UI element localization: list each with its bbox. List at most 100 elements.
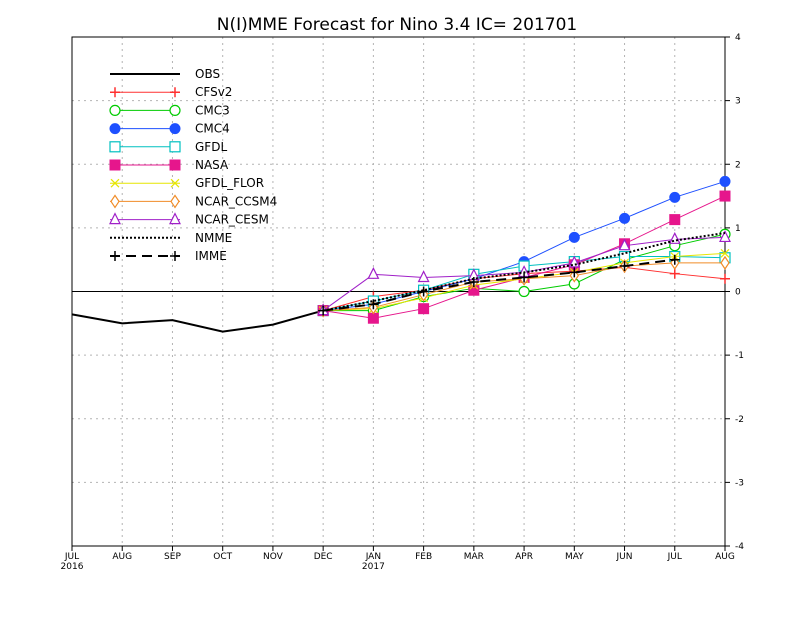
y-tick-label: 3 [735,97,741,107]
imme-point [318,305,329,316]
x-tick-label: JUL [64,552,79,562]
ncar-cesm-point [618,238,631,251]
x-tick-label: DEC [314,552,333,562]
legend-label: IMME [195,249,227,263]
x-tick-label: SEP [164,552,181,562]
legend: OBS CFSv2 CMC3 CMC4 GFDL NASA GFDL_FLOR NCAR_CC… [109,67,277,263]
chart-title: N(I)MME Forecast for Nino 3.4 IC= 201701 [217,15,577,35]
ncar-cesm-point [668,231,681,244]
series-imme [318,254,680,316]
legend-cmc4-point [169,123,181,135]
y-tick-label: -1 [735,351,744,361]
y-tick-label: -4 [735,542,744,552]
legend-gfdl-flor-point [110,178,120,188]
legend-item-gfdl: GFDL [109,140,227,154]
legend-item-nasa: NASA [109,158,229,172]
y-tick-label: 4 [735,33,741,43]
legend-label: OBS [195,67,220,81]
x-tick-label: AUG [112,552,132,562]
legend-label: CMC3 [195,103,230,117]
imme-point [619,261,630,272]
ncar-cesm-point [719,230,731,243]
cfsv2-point [720,273,730,284]
legend-label: NMME [195,231,232,245]
legend-label: CMC4 [195,122,230,136]
legend-label: GFDL [195,140,227,154]
legend-cmc3-point [109,104,121,117]
legend-ncar-ccsm4-point [110,194,120,209]
x-tick-label: FEB [415,552,432,562]
nasa-point [418,303,430,315]
nasa-point [669,214,681,226]
legend-cmc4-point [109,123,121,135]
legend-item-cfsv2: CFSv2 [110,85,232,99]
legend-item-gfdl-flor: GFDL_FLOR [110,176,264,190]
legend-imme-point [110,251,120,261]
series-line-imme [323,258,675,312]
x-tick-label: NOV [263,552,284,562]
legend-item-cmc4: CMC4 [109,122,230,136]
imme-point [519,272,530,283]
y-tick-label: -2 [735,415,744,425]
imme-point [368,299,379,310]
x-tick-label: AUG [715,552,735,562]
legend-ncar-ccsm4-point [170,194,180,209]
x-year-label: 2017 [362,562,385,572]
x-tick-label: MAR [464,552,484,562]
legend-item-obs: OBS [110,67,220,81]
legend-cfsv2-point [170,87,180,98]
ncar-cesm-point [417,270,430,283]
legend-ncar-cesm-point [169,212,181,225]
series-line-obs [71,309,324,333]
cmc4-point [719,175,731,187]
legend-ncar-cesm-point [109,212,121,225]
legend-imme-point [170,251,180,261]
x-tick-label: JUL [667,552,682,562]
legend-item-nmme: NMME [110,231,232,245]
ncar-ccsm4-point [720,255,730,270]
legend-gfdl-point [109,141,121,153]
imme-point [569,267,580,278]
legend-item-ncar-ccsm4: NCAR_CCSM4 [110,194,277,209]
legend-label: GFDL_FLOR [195,176,264,190]
cmc3-point [518,285,530,298]
legend-gfdl-point [169,141,181,153]
nasa-point [719,190,731,202]
cfsv2-point [669,268,680,279]
legend-cfsv2-point [110,87,120,98]
y-tick-label: 0 [735,288,741,298]
series-obs [71,309,324,333]
x-tick-label: APR [515,552,533,562]
legend-nasa-point [169,159,181,171]
legend-label: CFSv2 [195,85,232,99]
x-tick-label: JUN [616,552,633,562]
legend-label: NASA [195,158,229,172]
x-tick-label: JAN [365,552,381,562]
y-tick-label: -3 [735,478,744,488]
imme-point [468,276,479,287]
data-series [71,175,731,333]
y-tick-label: 1 [735,224,741,234]
legend-gfdl-flor-point [170,178,180,188]
legend-label: NCAR_CESM [195,213,269,227]
imme-point [669,254,680,265]
cmc4-point [619,212,631,224]
x-tick-label: MAY [565,552,584,562]
ncar-cesm-point [367,266,380,279]
cmc4-point [669,191,681,203]
series-line-nmme [322,231,726,312]
legend-item-ncar-cesm: NCAR_CESM [109,212,269,227]
legend-nasa-point [109,159,121,171]
gfdl-flor-point [720,248,730,258]
legend-item-cmc3: CMC3 [109,103,230,117]
y-tick-label: 2 [735,160,741,170]
legend-label: NCAR_CCSM4 [195,194,277,208]
nasa-point [367,312,379,324]
x-year-label: 2016 [61,562,84,572]
grid-lines [72,37,725,546]
series-nmme [322,231,726,312]
x-tick-label: OCT [213,552,232,562]
